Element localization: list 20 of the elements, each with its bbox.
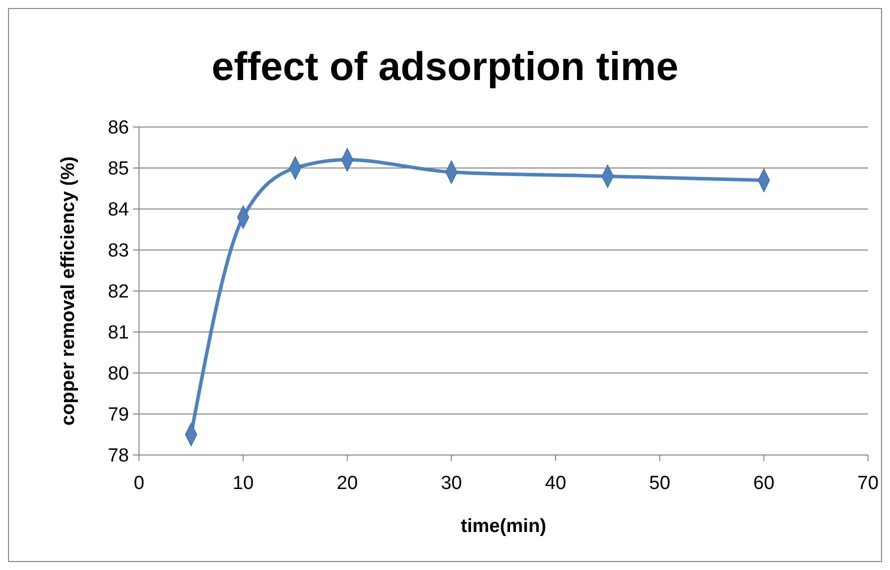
y-tick-label: 82	[108, 282, 129, 303]
y-tick-label: 81	[108, 322, 129, 344]
y-tick-label: 84	[108, 200, 130, 221]
x-tick-label: 60	[753, 473, 774, 494]
y-tick-label: 83	[108, 240, 129, 262]
chart-title: effect of adsorption time	[212, 45, 678, 89]
y-tick-label: 78	[108, 446, 129, 467]
y-tick-label: 86	[108, 118, 129, 139]
x-tick-label: 30	[440, 473, 462, 494]
x-tick-label: 0	[134, 473, 144, 494]
y-axis-title: copper removal efficiency (%)	[58, 156, 79, 426]
x-tick-label: 10	[232, 473, 254, 494]
y-tick-label: 79	[108, 404, 129, 426]
x-tick-label: 70	[857, 473, 879, 494]
x-tick-label: 20	[336, 473, 358, 494]
x-tick-label: 50	[649, 473, 670, 494]
x-tick-label: 40	[545, 473, 566, 494]
y-tick-label: 85	[108, 158, 129, 180]
y-tick-label: 80	[108, 364, 129, 385]
x-axis-title: time(min)	[460, 516, 546, 537]
